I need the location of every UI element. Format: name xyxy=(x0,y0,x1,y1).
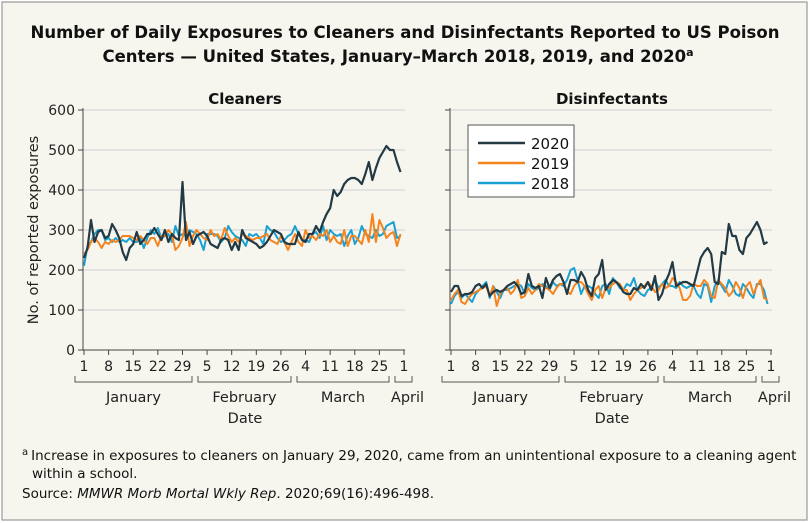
x-tick-label: 18 xyxy=(346,359,364,375)
month-bracket xyxy=(761,376,780,383)
x-tick-label: 11 xyxy=(321,359,339,375)
x-tick-label: 22 xyxy=(516,359,534,375)
x-tick-label: 29 xyxy=(174,359,192,375)
legend-label-2019: 2019 xyxy=(531,155,569,173)
source-journal: MMWR Morb Mortal Wkly Rep xyxy=(77,486,276,502)
month-label: March xyxy=(321,390,365,406)
x-tick-label: 25 xyxy=(737,359,755,375)
x-tick-label: 5 xyxy=(570,359,579,375)
legend-label-2018: 2018 xyxy=(531,175,569,193)
series-line-2020 xyxy=(82,144,402,262)
source-label: Source: xyxy=(22,486,77,502)
x-tick-label: 4 xyxy=(301,359,310,375)
panel-title-cleaners: Cleaners xyxy=(208,90,282,108)
x-tick-label: 1 xyxy=(767,359,776,375)
title-line-1: Number of Daily Exposures to Cleaners an… xyxy=(31,23,780,42)
series-line-2018 xyxy=(83,221,401,267)
y-tick-label: 300 xyxy=(48,223,75,239)
legend-box xyxy=(467,124,575,198)
y-tick-label: 600 xyxy=(48,103,75,119)
month-label: April xyxy=(391,390,424,406)
month-bracket xyxy=(394,376,413,383)
y-tick-label: 400 xyxy=(48,183,75,199)
panel-title-disinfectants: Disinfectants xyxy=(556,90,668,108)
x-tick-label: 19 xyxy=(614,359,632,375)
y-tick-label: 500 xyxy=(48,143,75,159)
month-bracket xyxy=(441,376,560,383)
x-tick-label: 8 xyxy=(104,359,113,375)
x-tick-label: 1 xyxy=(400,359,409,375)
title-line-2: Centers — United States, January–March 2… xyxy=(103,46,694,66)
x-axis-label-cleaners: Date xyxy=(228,411,263,427)
y-tick-label: 100 xyxy=(48,303,75,319)
x-tick-label: 22 xyxy=(149,359,167,375)
x-tick-label: 26 xyxy=(639,359,657,375)
month-bracket xyxy=(197,376,292,383)
legend-label-2020: 2020 xyxy=(531,135,569,153)
month-label: March xyxy=(688,390,732,406)
month-bracket xyxy=(296,376,390,383)
x-tick-label: 8 xyxy=(471,359,480,375)
month-bracket xyxy=(74,376,193,383)
x-tick-label: 1 xyxy=(80,359,89,375)
x-axis-label-disinfectants: Date xyxy=(595,411,630,427)
x-tick-label: 26 xyxy=(272,359,290,375)
month-bracket xyxy=(663,376,757,383)
footnote-text-1: Increase in exposures to cleaners on Jan… xyxy=(31,448,796,464)
x-tick-label: 19 xyxy=(247,359,265,375)
month-bracket xyxy=(564,376,659,383)
legend: 2020 2019 2018 xyxy=(467,124,575,198)
y-tick-label: 0 xyxy=(66,343,75,359)
x-tick-label: 12 xyxy=(590,359,608,375)
month-label: January xyxy=(472,390,528,406)
month-label: February xyxy=(579,390,644,406)
x-tick-label: 1 xyxy=(447,359,456,375)
month-label: April xyxy=(758,390,791,406)
x-tick-label: 18 xyxy=(713,359,731,375)
x-tick-label: 4 xyxy=(668,359,677,375)
footnote-marker: a xyxy=(22,447,28,458)
source-line: Source: MMWR Morb Mortal Wkly Rep. 2020;… xyxy=(22,486,434,502)
y-axis-label: No. of reported exposures xyxy=(26,136,42,324)
x-tick-label: 25 xyxy=(370,359,388,375)
month-label: January xyxy=(105,390,161,406)
title-line-2-text: Centers — United States, January–March 2… xyxy=(103,47,687,66)
x-tick-label: 15 xyxy=(124,359,142,375)
x-tick-label: 15 xyxy=(491,359,509,375)
series-line-2020 xyxy=(450,220,769,302)
x-tick-label: 12 xyxy=(223,359,241,375)
title-superscript: a xyxy=(686,46,693,59)
month-label: February xyxy=(212,390,277,406)
footnote-line-2: within a school. xyxy=(32,466,137,482)
x-tick-label: 29 xyxy=(541,359,559,375)
source-citation: . 2020;69(16):496-498. xyxy=(276,486,434,502)
footnote-line-1: a Increase in exposures to cleaners on Ja… xyxy=(22,447,796,464)
x-tick-label: 11 xyxy=(688,359,706,375)
y-tick-label: 200 xyxy=(48,263,75,279)
x-tick-label: 5 xyxy=(203,359,212,375)
